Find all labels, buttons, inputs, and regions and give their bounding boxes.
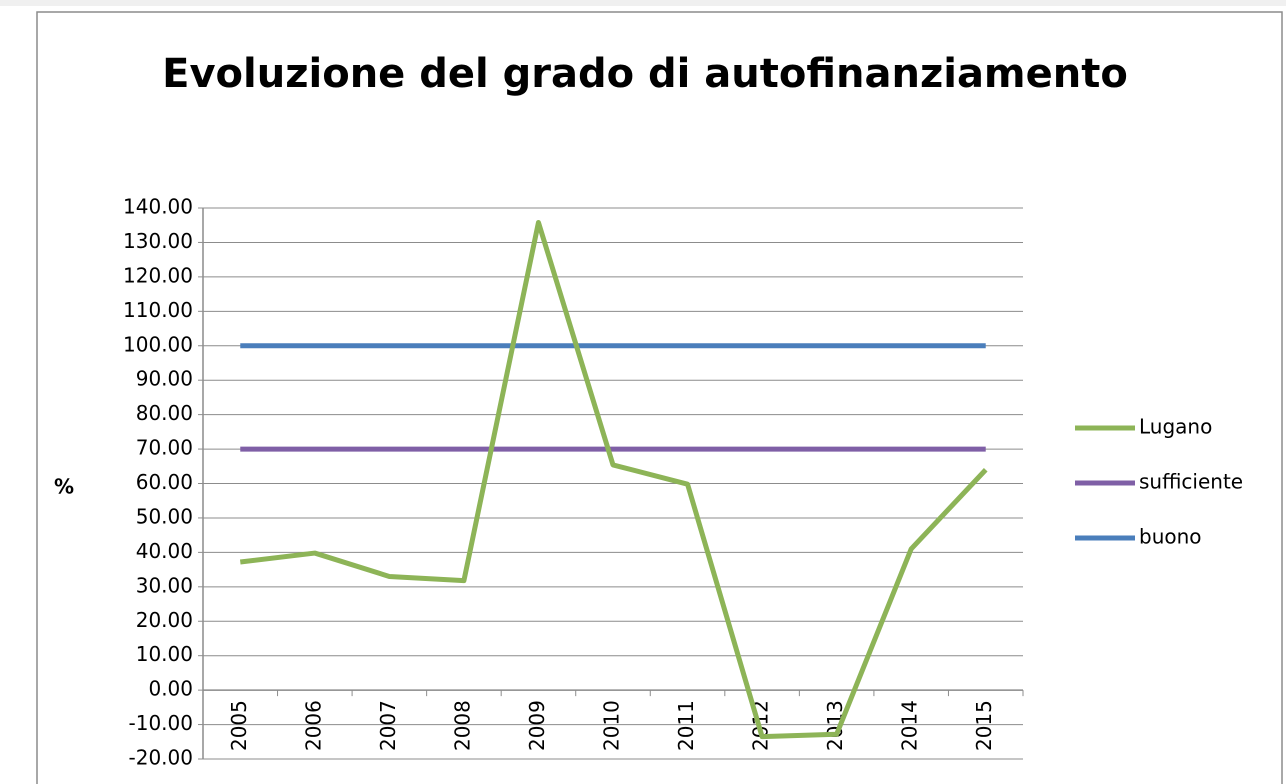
x-tick-label: 2010 bbox=[600, 700, 624, 751]
y-tick-label: 130.00 bbox=[123, 229, 193, 253]
y-tick-label: 40.00 bbox=[136, 539, 193, 563]
legend-label: sufficiente bbox=[1139, 470, 1243, 494]
y-tick-label: 0.00 bbox=[148, 677, 193, 701]
y-tick-label: 50.00 bbox=[136, 504, 193, 528]
x-tick-label: 2015 bbox=[972, 700, 996, 751]
y-tick-label: 20.00 bbox=[136, 608, 193, 632]
legend-label: Lugano bbox=[1139, 415, 1212, 439]
x-tick-label: 2014 bbox=[898, 700, 922, 751]
y-tick-label: 70.00 bbox=[136, 436, 193, 460]
y-tick-label: 90.00 bbox=[136, 367, 193, 391]
y-tick-label: -20.00 bbox=[129, 746, 193, 770]
y-tick-label: 10.00 bbox=[136, 642, 193, 666]
legend-label: buono bbox=[1139, 525, 1202, 549]
y-tick-label: 80.00 bbox=[136, 401, 193, 425]
x-tick-label: 2007 bbox=[376, 700, 400, 751]
top-strip bbox=[0, 0, 1286, 6]
y-tick-label: 30.00 bbox=[136, 573, 193, 597]
y-tick-label: -10.00 bbox=[129, 711, 193, 735]
x-tick-label: 2008 bbox=[450, 700, 474, 751]
x-tick-label: 2013 bbox=[823, 700, 847, 751]
y-tick-label: 60.00 bbox=[136, 470, 193, 494]
x-tick-label: 2011 bbox=[674, 700, 698, 751]
x-tick-label: 2005 bbox=[227, 700, 251, 751]
x-tick-label: 2006 bbox=[301, 700, 325, 751]
y-axis-label: % bbox=[54, 475, 74, 499]
y-tick-label: 120.00 bbox=[123, 263, 193, 287]
y-tick-label: 100.00 bbox=[123, 332, 193, 356]
x-tick-label: 2009 bbox=[525, 700, 549, 751]
y-tick-label: 140.00 bbox=[123, 195, 193, 219]
chart-frame bbox=[36, 11, 1283, 784]
y-tick-label: 110.00 bbox=[123, 298, 193, 322]
chart-title: Evoluzione del grado di autofinanziament… bbox=[162, 51, 1128, 97]
series-line bbox=[239, 219, 988, 740]
